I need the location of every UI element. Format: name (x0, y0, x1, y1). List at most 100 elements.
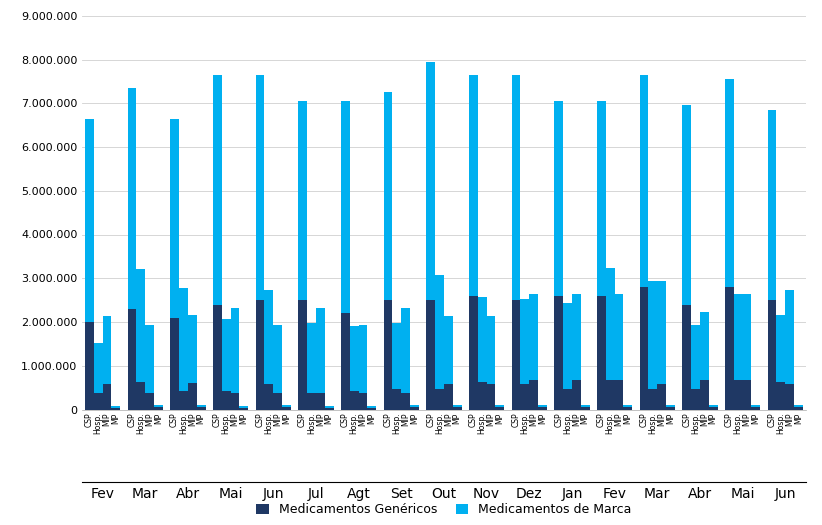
Bar (666, 405, 675, 407)
Bar (572, 380, 580, 410)
Bar (367, 405, 376, 407)
Bar (529, 295, 538, 380)
Bar (709, 405, 718, 407)
Bar (256, 300, 265, 410)
Bar (170, 119, 179, 318)
Bar (307, 393, 316, 410)
Bar (85, 119, 94, 322)
Bar (230, 393, 239, 410)
Bar (94, 343, 103, 393)
Bar (606, 380, 615, 410)
Bar (700, 380, 709, 410)
Bar (794, 407, 803, 410)
Bar (196, 407, 206, 410)
Bar (298, 300, 307, 410)
Bar (401, 393, 410, 410)
Bar (725, 79, 734, 287)
Bar (145, 325, 154, 393)
Bar (127, 88, 136, 309)
Bar (239, 407, 248, 410)
Bar (435, 388, 444, 410)
Bar (691, 325, 700, 388)
Bar (453, 405, 461, 407)
Bar (478, 382, 487, 410)
Bar (298, 101, 307, 300)
Bar (580, 405, 589, 407)
Bar (785, 290, 794, 384)
Bar (496, 405, 504, 407)
Bar (751, 405, 760, 407)
Bar (658, 384, 666, 410)
Bar (725, 287, 734, 410)
Bar (213, 304, 222, 410)
Bar (136, 382, 145, 410)
Bar (469, 296, 478, 410)
Bar (615, 380, 623, 410)
Bar (606, 268, 615, 380)
Bar (742, 380, 751, 410)
Bar (658, 281, 666, 384)
Bar (520, 384, 529, 410)
Bar (777, 382, 785, 410)
Bar (325, 407, 334, 410)
Bar (358, 325, 367, 393)
Bar (785, 384, 794, 410)
Bar (103, 384, 111, 410)
Bar (435, 275, 444, 388)
Legend: Medicamentos Genéricos, Medicamentos de Marca: Medicamentos Genéricos, Medicamentos de … (252, 498, 636, 521)
Bar (496, 407, 504, 410)
Bar (341, 101, 349, 313)
Bar (427, 62, 435, 300)
Bar (179, 288, 188, 391)
Bar (384, 92, 392, 300)
Bar (682, 106, 691, 304)
Bar (265, 384, 273, 410)
Bar (640, 75, 649, 287)
Bar (222, 391, 230, 410)
Bar (469, 75, 478, 296)
Bar (401, 308, 410, 393)
Bar (349, 326, 358, 391)
Bar (282, 405, 291, 407)
Bar (170, 318, 179, 410)
Bar (538, 405, 547, 407)
Bar (597, 101, 606, 296)
Bar (316, 393, 325, 410)
Bar (615, 295, 623, 380)
Bar (520, 299, 529, 384)
Bar (640, 287, 649, 410)
Bar (188, 316, 196, 383)
Bar (154, 407, 163, 410)
Bar (222, 319, 230, 391)
Bar (196, 405, 206, 407)
Bar (572, 295, 580, 380)
Bar (794, 405, 803, 407)
Bar (392, 323, 401, 388)
Bar (478, 297, 487, 382)
Bar (145, 393, 154, 410)
Bar (179, 391, 188, 410)
Bar (529, 380, 538, 410)
Bar (273, 325, 282, 393)
Bar (307, 323, 316, 393)
Bar (111, 407, 120, 410)
Bar (487, 384, 496, 410)
Bar (734, 380, 742, 410)
Bar (554, 296, 563, 410)
Bar (768, 300, 777, 410)
Bar (410, 407, 419, 410)
Bar (511, 75, 520, 300)
Bar (325, 405, 334, 407)
Bar (239, 405, 248, 407)
Bar (742, 295, 751, 380)
Bar (768, 110, 777, 300)
Bar (358, 393, 367, 410)
Bar (188, 383, 196, 410)
Bar (444, 316, 453, 384)
Bar (392, 388, 401, 410)
Bar (154, 405, 163, 407)
Bar (777, 314, 785, 382)
Bar (709, 407, 718, 410)
Bar (511, 300, 520, 410)
Bar (427, 300, 435, 410)
